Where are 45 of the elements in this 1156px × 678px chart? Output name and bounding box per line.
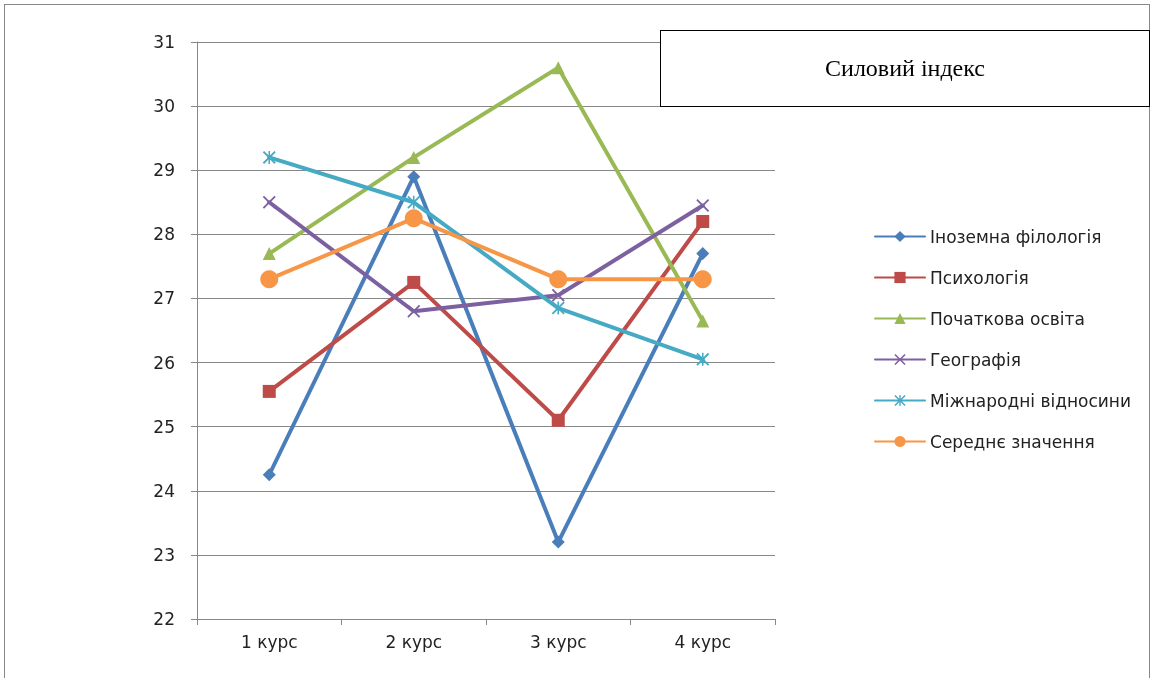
y-tick-label: 30 <box>153 96 175 117</box>
y-tick-label: 26 <box>153 352 175 373</box>
legend-label: Початкова освіта <box>930 308 1085 329</box>
point <box>262 247 276 261</box>
point <box>551 301 565 315</box>
legend-label: Психологія <box>930 267 1029 288</box>
legend-label: Географія <box>930 349 1021 370</box>
point <box>262 195 276 209</box>
point <box>262 468 276 482</box>
point <box>407 304 421 318</box>
x-tick-label: 3 курс <box>529 631 587 652</box>
title-box: Силовий індекс <box>660 30 1150 107</box>
y-tick-label: 24 <box>153 480 175 501</box>
point <box>407 150 421 164</box>
point <box>696 352 710 366</box>
y-tick-label: 27 <box>153 288 175 309</box>
point <box>549 270 568 289</box>
x-tick-label: 2 курс <box>385 631 443 652</box>
point <box>407 275 421 289</box>
y-tick-label: 31 <box>153 32 175 52</box>
point <box>696 314 710 328</box>
point <box>696 198 710 212</box>
point <box>551 61 565 75</box>
y-tick-label: 25 <box>153 416 175 437</box>
point <box>551 288 565 302</box>
x-tick-label: 4 курс <box>674 631 732 652</box>
point <box>551 535 565 549</box>
point <box>404 209 423 228</box>
point <box>260 270 279 289</box>
y-tick-label: 29 <box>153 160 175 181</box>
y-tick-label: 23 <box>153 544 175 565</box>
y-tick-label: 28 <box>153 224 175 245</box>
point <box>696 215 710 229</box>
point <box>407 195 421 209</box>
legend-label: Іноземна філологія <box>930 226 1102 247</box>
legend-label: Середнє значення <box>930 431 1095 452</box>
x-tick-label: 1 курс <box>240 631 298 652</box>
point <box>693 270 712 289</box>
point <box>262 150 276 164</box>
point <box>696 247 710 261</box>
legend-label: Міжнародні відносини <box>930 390 1131 411</box>
point <box>262 384 276 398</box>
point <box>551 413 565 427</box>
point <box>407 170 421 184</box>
y-tick-label: 22 <box>153 609 175 629</box>
